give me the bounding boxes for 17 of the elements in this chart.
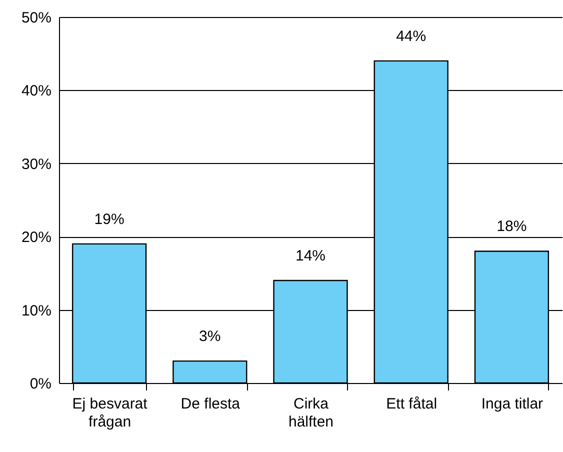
x-tick-label: Ett fåtal: [386, 396, 438, 412]
data-label: 19%: [94, 210, 124, 228]
y-tick-label: 20%: [21, 229, 52, 246]
x-tick-label: Inga titlar: [481, 396, 544, 412]
y-tick-label: 0%: [30, 376, 52, 392]
data-label: 18%: [496, 218, 527, 236]
x-tick-label: De flesta: [180, 396, 241, 412]
bar: [172, 360, 248, 384]
data-label: 14%: [295, 248, 326, 265]
x-tick-label: Cirka hälften: [288, 396, 334, 430]
y-tick-label: 30%: [21, 156, 52, 173]
data-label: 3%: [199, 328, 221, 346]
y-tick-label: 50%: [21, 10, 52, 26]
y-tick-label: 40%: [21, 82, 52, 100]
y-tick-label: 10%: [21, 302, 52, 320]
data-label: 44%: [396, 28, 426, 45]
x-tick-label: Ej besvarat frågan: [72, 396, 148, 430]
